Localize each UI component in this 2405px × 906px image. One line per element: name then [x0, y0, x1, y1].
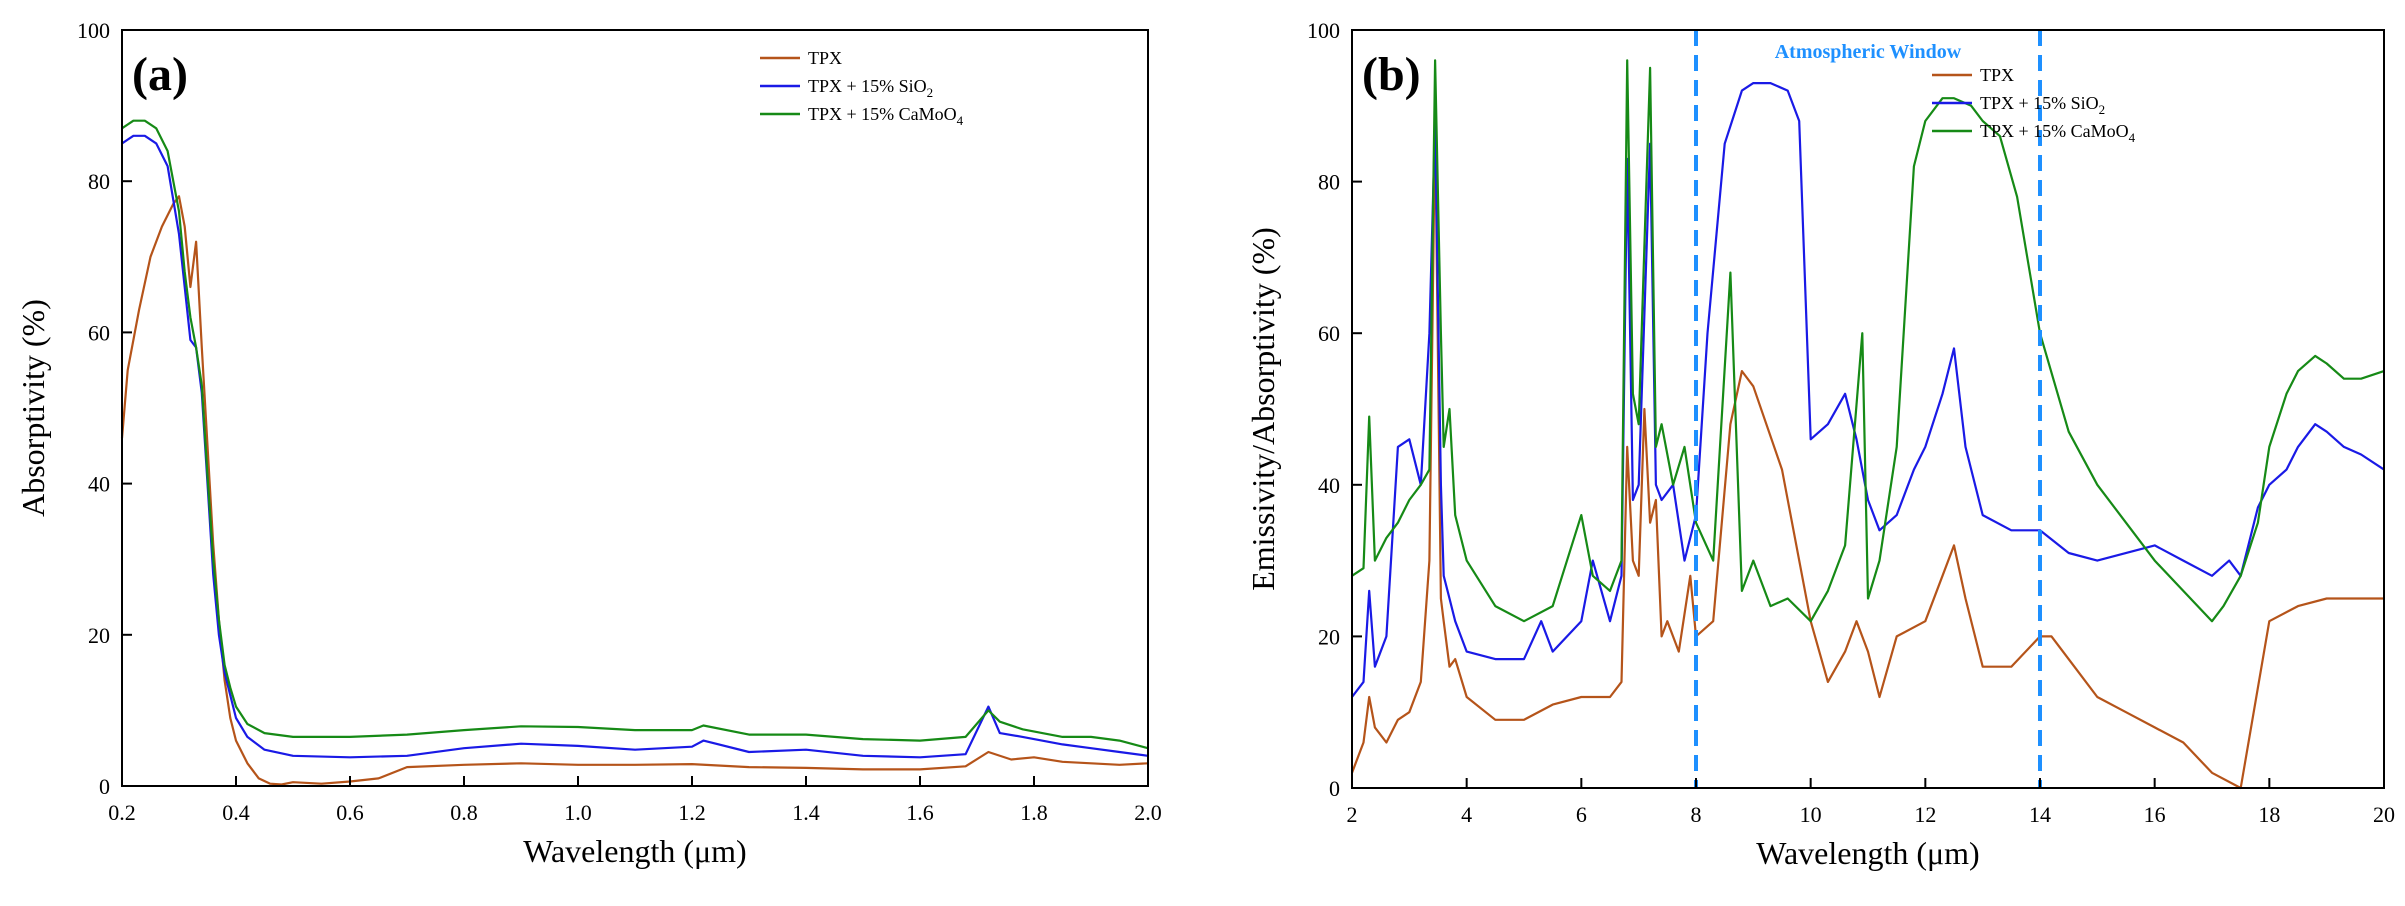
- panel-b-y-tick-label: 100: [1307, 18, 1340, 43]
- panel-a-legend-entry-3: TPX + 15% CaMoO4: [808, 104, 964, 128]
- panel-b-y-tick-label: 20: [1318, 624, 1340, 649]
- panel-a-y-tick-label: 80: [88, 169, 110, 194]
- panel-b-x-tick-label: 10: [1800, 802, 1822, 827]
- panel-a-x-tick-label: 0.4: [222, 800, 250, 825]
- panel-a-frame: [121, 29, 1149, 787]
- panel-a-y-tick-label: 20: [88, 623, 110, 648]
- panel-b-y-tick-label: 0: [1329, 776, 1340, 801]
- panel-b-x-axis-label: Wavelength (μm): [1756, 835, 1979, 871]
- panel-b-x-tick-label: 16: [2144, 802, 2166, 827]
- panel-b-label: (b): [1362, 48, 1421, 101]
- panel-b-series-line-3: [1351, 59, 2385, 623]
- panel-b-x-tick-label: 12: [1914, 802, 1936, 827]
- panel-b-legend-entry-2: TPX + 15% SiO2: [1980, 93, 2105, 117]
- panel-b-legend-entry-3: TPX + 15% CaMoO4: [1980, 121, 2136, 145]
- panel-a-series-line-1: [120, 195, 1149, 786]
- panel-a-y-tick-label: 100: [77, 18, 110, 43]
- panel-b-x-tick-label: 14: [2029, 802, 2051, 827]
- panel-b: 2 4 6 8 10 12 14 16 18 20 0 20 40 60 80 100 (b) Wavelen…: [1245, 18, 2395, 871]
- panel-a-x-tick-label: 1.4: [792, 800, 820, 825]
- panel-a-label: (a): [132, 48, 188, 101]
- panel-b-legend-entry-1: TPX: [1980, 65, 2014, 85]
- panel-a-plot-area: [120, 119, 1149, 786]
- panel-b-y-axis-label: Emissivity/Absorptivity (%): [1245, 227, 1281, 591]
- panel-b-series-line-1: [1350, 119, 2384, 790]
- panel-a-y-axis-label: Absorptivity (%): [15, 299, 51, 517]
- panel-a-x-tick-label: 1.2: [678, 800, 706, 825]
- panel-a-x-tick-label: 1.8: [1020, 800, 1048, 825]
- panel-b-frame: [1351, 29, 2385, 789]
- panel-a-y-tick-label: 60: [88, 320, 110, 345]
- panel-a-series-line-2: [121, 134, 1149, 759]
- panel-a: 0.2 0.4 0.6 0.8 1.0 1.2 1.4 1.6 1.8 2.0 0 20 40 60 80 1…: [15, 18, 1162, 869]
- panel-a-x-tick-label: 2.0: [1134, 800, 1162, 825]
- panel-b-plot-area: [1350, 30, 2385, 790]
- panel-a-legend-entry-2: TPX + 15% SiO2: [808, 76, 933, 100]
- atmospheric-window-annotation: Atmospheric Window: [1775, 41, 1962, 63]
- panel-b-x-tick-label: 2: [1347, 802, 1358, 827]
- panel-b-legend: TPX TPX + 15% SiO2 TPX + 15% CaMoO4: [1932, 65, 2136, 145]
- panel-a-legend-entry-1: TPX: [808, 48, 842, 68]
- panel-b-x-tick-label: 20: [2373, 802, 2395, 827]
- panel-b-x-tick-label: 4: [1461, 802, 1472, 827]
- panel-a-y-tick-label: 40: [88, 472, 110, 497]
- panel-a-x-tick-label: 1.0: [564, 800, 592, 825]
- panel-b-x-tick-label: 18: [2258, 802, 2280, 827]
- panel-a-x-tick-label: 0.8: [450, 800, 478, 825]
- panel-a-x-tick-label: 0.6: [336, 800, 364, 825]
- panel-b-y-tick-label: 80: [1318, 170, 1340, 195]
- panel-b-series-line-2: [1351, 82, 2385, 698]
- panel-a-series-line-3: [121, 119, 1149, 750]
- panel-b-y-tick-label: 40: [1318, 473, 1340, 498]
- panel-b-y-tick-label: 60: [1318, 321, 1340, 346]
- panel-a-x-axis-label: Wavelength (μm): [523, 833, 746, 869]
- panel-a-y-tick-label: 0: [99, 774, 110, 799]
- panel-a-x-tick-label: 1.6: [906, 800, 934, 825]
- panel-b-x-tick-label: 6: [1576, 802, 1587, 827]
- panel-a-x-tick-label: 0.2: [108, 800, 136, 825]
- panel-b-x-tick-label: 8: [1691, 802, 1702, 827]
- panel-a-legend: TPX TPX + 15% SiO2 TPX + 15% CaMoO4: [760, 48, 964, 128]
